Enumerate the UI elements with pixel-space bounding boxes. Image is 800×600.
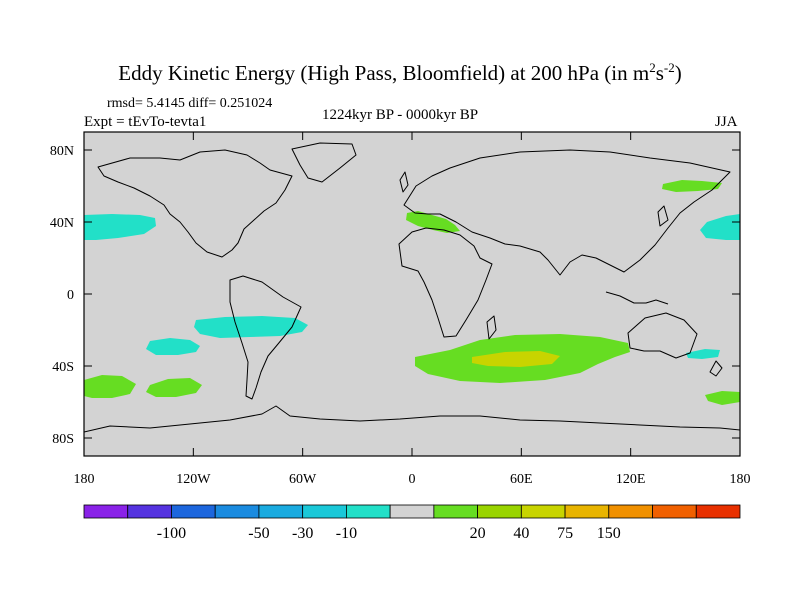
region-n-pacific-east <box>84 214 156 240</box>
coast-madagascar <box>486 315 497 340</box>
region-s-pacific-green-1 <box>84 375 136 398</box>
stats-text: rmsd= 5.4145 diff= 0.251024 <box>107 96 273 111</box>
coast-greenland <box>291 142 357 183</box>
coast-antarctica <box>84 405 740 433</box>
colorbar-box <box>695 504 741 519</box>
region-s-indian-core <box>472 351 560 367</box>
latitude-axis: 80N 40N 0 40S 80S <box>50 144 740 447</box>
colorbar-label: 75 <box>557 525 573 542</box>
colorbar-label: -30 <box>292 525 313 542</box>
lat-tick-label: 80S <box>52 432 74 447</box>
colorbar-labels: -100 -50 -30 -10 20 40 75 150 <box>157 525 621 542</box>
lat-tick-label: 40N <box>50 216 74 231</box>
region-nz-east <box>705 391 740 405</box>
colorbar-label: -100 <box>157 525 186 542</box>
lon-tick-label: 60E <box>510 472 533 487</box>
lon-tick-label: 180 <box>74 472 95 487</box>
map-background <box>84 132 740 456</box>
colorbar-box <box>214 504 260 519</box>
colorbar-box <box>433 504 479 519</box>
lon-tick-label: 60W <box>289 472 317 487</box>
colorbar-box <box>171 504 216 519</box>
colorbar-box <box>520 504 566 519</box>
region-mediterranean <box>406 211 460 233</box>
lon-tick-label: 180 <box>730 472 751 487</box>
colorbar-label: 150 <box>597 525 621 542</box>
anomaly-regions <box>84 180 740 405</box>
lon-tick-label: 120E <box>616 472 646 487</box>
colorbar-label: 40 <box>513 525 529 542</box>
coastlines <box>84 142 740 433</box>
region-kamchatka <box>662 180 722 192</box>
colorbar-box <box>127 504 172 519</box>
coast-south-america <box>229 275 302 400</box>
figure-title: Eddy Kinetic Energy (High Pass, Bloomfie… <box>118 60 682 85</box>
colorbar-box <box>302 504 347 519</box>
region-s-pacific-green-2 <box>146 378 202 397</box>
colorbar-box <box>258 504 304 519</box>
colorbar-box <box>608 504 653 519</box>
coast-uk <box>399 171 409 193</box>
colorbar-label: -10 <box>336 525 357 542</box>
coast-north-america <box>97 149 293 258</box>
region-s-pacific-east <box>146 338 200 355</box>
colorbar-box <box>564 504 610 519</box>
colorbar-label: 20 <box>470 525 486 542</box>
lon-tick-label: 120W <box>176 472 211 487</box>
region-tasman <box>686 349 720 359</box>
colorbar <box>83 504 741 519</box>
colorbar-label: -50 <box>248 525 269 542</box>
coast-new-zealand <box>709 360 723 377</box>
coast-japan <box>657 205 669 227</box>
colorbar-box <box>652 504 697 519</box>
colorbar-box <box>477 504 522 519</box>
experiment-label: Expt = tEvTo-tevta1 <box>84 114 207 130</box>
longitude-axis: 180 120W 60W 0 60E 120E 180 <box>74 132 751 487</box>
coast-indonesia <box>605 291 669 305</box>
coast-australia <box>627 312 698 359</box>
lon-tick-label: 0 <box>409 472 416 487</box>
region-s-pacific <box>194 316 308 338</box>
lat-tick-label: 80N <box>50 144 74 159</box>
coast-africa <box>398 227 493 338</box>
region-n-pacific-west <box>700 214 740 240</box>
lat-tick-label: 40S <box>52 360 74 375</box>
colorbar-box <box>345 504 391 519</box>
colorbar-box <box>83 504 129 519</box>
coast-europe-asia <box>403 149 731 276</box>
colorbar-box <box>389 504 435 519</box>
lat-tick-label: 0 <box>67 288 74 303</box>
season-label: JJA <box>715 114 738 130</box>
period-label: 1224kyr BP - 0000kyr BP <box>322 107 479 123</box>
